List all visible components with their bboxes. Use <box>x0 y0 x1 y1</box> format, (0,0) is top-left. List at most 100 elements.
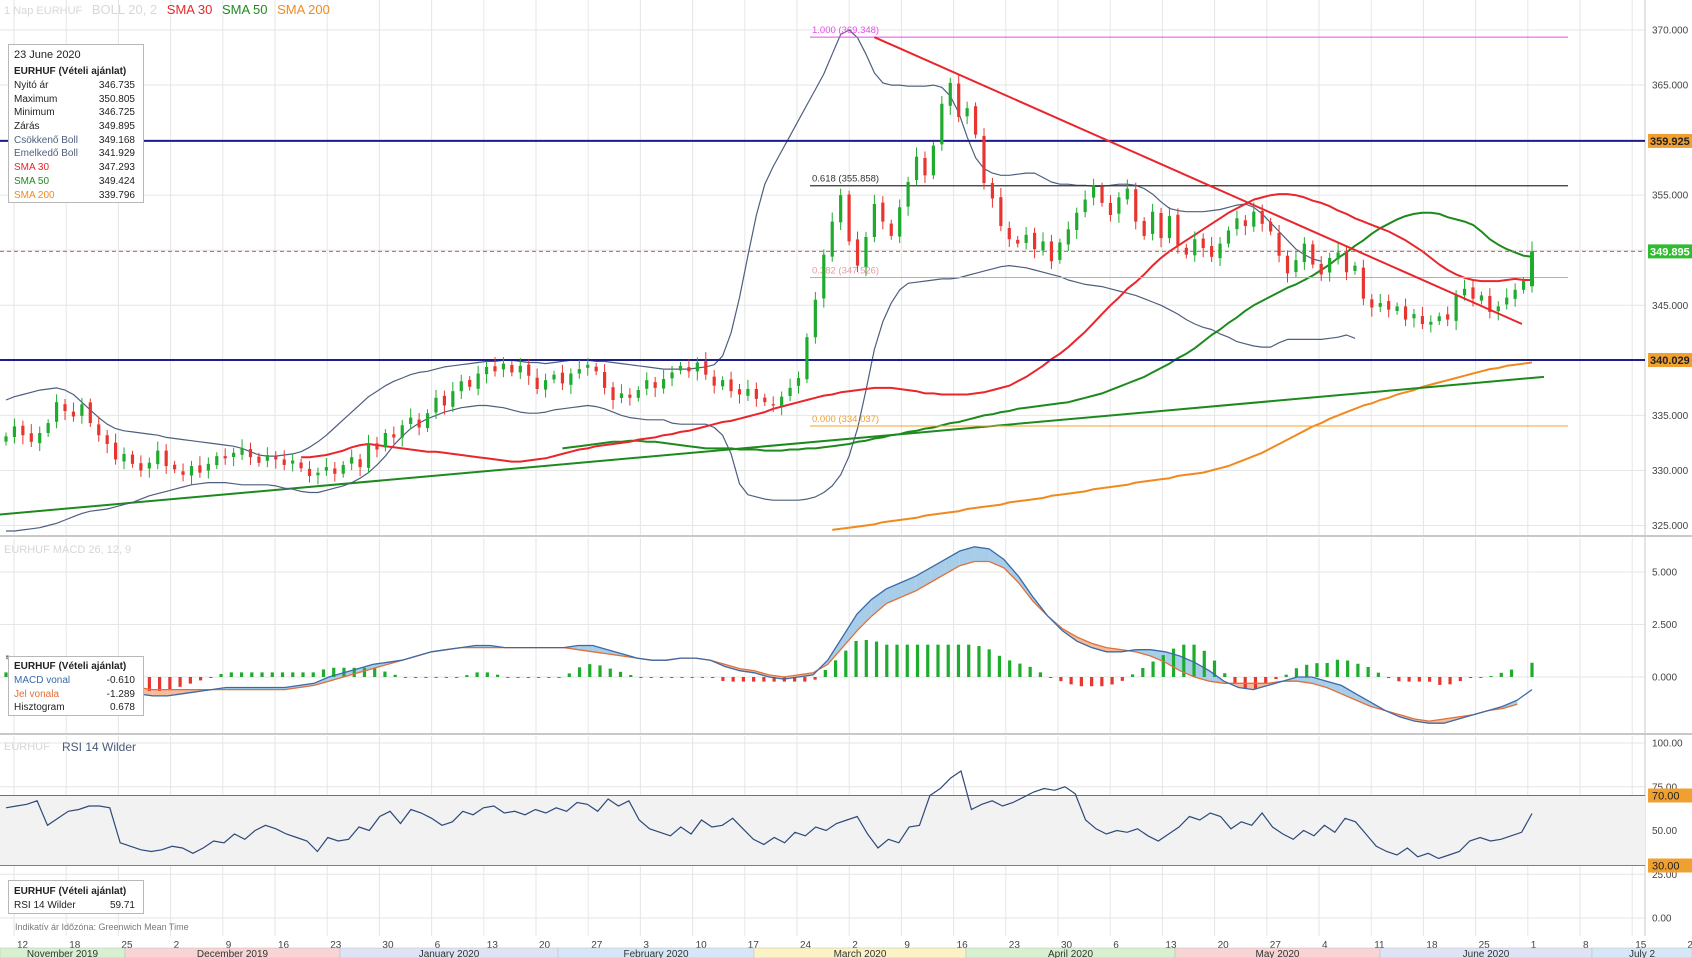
macd-histogram-bar <box>1438 677 1442 685</box>
macd-histogram-bar <box>455 677 459 678</box>
x-day-label: 13 <box>1165 940 1177 951</box>
macd-histogram-bar <box>598 665 602 677</box>
candle-up <box>1437 316 1441 322</box>
info-row: MACD vonal -0.610 <box>9 674 143 688</box>
candle-up <box>501 363 506 370</box>
macd-histogram-bar <box>1090 677 1094 687</box>
macd-histogram-bar <box>987 649 991 677</box>
candle-down <box>21 425 25 436</box>
macd-histogram-bar <box>1223 673 1227 677</box>
candle-down <box>704 361 708 375</box>
macd-histogram-bar <box>813 677 817 680</box>
legend-boll: BOLL 20, 2 <box>91 2 158 17</box>
macd-histogram-bar <box>1479 677 1483 678</box>
macd-histogram-bar <box>1387 677 1391 679</box>
macd-histogram-bar <box>1079 677 1083 687</box>
x-month-label: November 2019 <box>27 949 99 958</box>
candle-down <box>847 194 851 242</box>
candle-down <box>957 83 961 117</box>
candle-up <box>1193 239 1197 256</box>
macd-histogram-bar <box>1407 677 1411 682</box>
macd-histogram-bar <box>803 677 807 682</box>
candle-down <box>527 364 531 376</box>
macd-histogram-bar <box>885 644 889 677</box>
info-row: SMA 200 339.796 <box>9 189 143 203</box>
x-day-label: 13 <box>487 940 499 951</box>
candle-down <box>333 468 337 474</box>
fib-label: 0.000 (334.037) <box>812 414 879 425</box>
candle-up <box>1252 211 1256 227</box>
row-label: SMA 50 <box>14 175 50 187</box>
macd-histogram-bar <box>864 640 868 677</box>
x-day-label: 10 <box>696 940 708 951</box>
candle-down <box>653 382 657 388</box>
macd-line <box>5 546 1533 724</box>
rsi-label: RSI 14 Wilder <box>62 740 137 754</box>
x-day-label: 23 <box>1009 940 1021 951</box>
legend-symbol: 1 Nap EURHUF <box>4 5 83 17</box>
candle-up <box>1226 230 1231 244</box>
candle-up <box>122 453 126 462</box>
row-value: 341.929 <box>98 148 135 160</box>
candle-up <box>4 436 8 442</box>
x-month-label: December 2019 <box>197 949 269 958</box>
candle-down <box>274 456 278 460</box>
candle-up <box>940 103 944 145</box>
macd-histogram-bar <box>711 677 715 678</box>
sma30-line <box>301 193 1532 463</box>
candle-down <box>510 364 514 373</box>
x-day-label: 4 <box>1322 940 1328 951</box>
candle-down <box>105 435 109 445</box>
candle-up <box>189 466 194 476</box>
macd-histogram-bar <box>741 677 745 682</box>
row-value: 59.71 <box>109 900 135 911</box>
x-month-label: June 2020 <box>1463 949 1510 958</box>
candle-up <box>240 448 244 455</box>
macd-histogram-bar <box>567 673 571 677</box>
candle-down <box>1471 287 1475 299</box>
candle-down <box>1108 202 1113 215</box>
macd-histogram-bar <box>506 677 510 678</box>
candle-up <box>1429 321 1433 325</box>
macd-histogram-bar <box>577 667 582 677</box>
candle-up <box>796 377 801 386</box>
candle-down <box>1269 221 1273 232</box>
legend-sma200: SMA 200 <box>277 2 330 17</box>
macd-histogram-bar <box>721 677 725 681</box>
macd-histogram-bar <box>844 650 848 677</box>
macd-histogram-bar <box>188 677 192 684</box>
macd-histogram-bar <box>383 671 387 677</box>
candle-up <box>484 366 489 375</box>
candle-down <box>1210 246 1214 257</box>
macd-histogram-bar <box>1366 666 1370 677</box>
candle-down <box>611 387 615 400</box>
macd-fill <box>945 551 960 575</box>
macd-histogram-bar <box>823 669 827 677</box>
candle-up <box>476 373 480 389</box>
x-day-label: 30 <box>1061 940 1073 951</box>
row-label: Minimum <box>14 107 55 119</box>
candle-up <box>678 365 683 371</box>
macd-histogram-bar <box>854 640 858 677</box>
macd-histogram-bar <box>588 664 592 677</box>
x-day-label: 27 <box>591 940 603 951</box>
candle-down <box>1201 238 1205 249</box>
macd-histogram-bar <box>649 677 653 678</box>
candle-down <box>923 157 927 176</box>
macd-histogram-bar <box>209 677 213 678</box>
x-day-label: 9 <box>904 940 910 951</box>
macd-fill <box>915 567 931 591</box>
x-day-label: 18 <box>69 940 81 951</box>
candle-up <box>822 254 826 299</box>
y-tick-label: 0.000 <box>1652 673 1677 684</box>
candle-down <box>1100 186 1104 203</box>
macd-panel: EURHUF (Vételi ajánlat) MACD vonal -0.610… <box>8 656 144 717</box>
candle-up <box>1505 297 1509 305</box>
candle-down <box>881 202 885 222</box>
candle-down <box>1446 314 1450 320</box>
macd-histogram-bar <box>1509 669 1514 677</box>
candle-up <box>341 464 345 474</box>
macd-histogram-bar <box>321 669 326 677</box>
